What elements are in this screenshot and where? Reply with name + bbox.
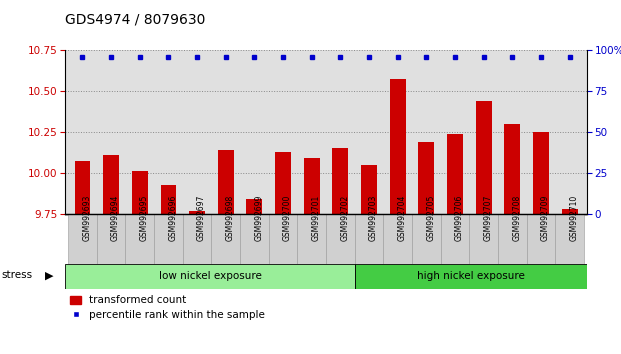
Bar	[75, 161, 90, 214]
Bar	[498, 214, 527, 264]
Text: GDS4974 / 8079630: GDS4974 / 8079630	[65, 12, 206, 27]
Text: GSM992694: GSM992694	[111, 195, 120, 241]
Bar	[183, 214, 211, 264]
Bar	[441, 214, 469, 264]
Bar	[240, 214, 269, 264]
Bar	[390, 79, 406, 214]
Text: GSM992697: GSM992697	[197, 195, 206, 241]
Text: GSM992703: GSM992703	[369, 195, 378, 241]
Bar	[504, 124, 520, 214]
Bar	[132, 171, 148, 214]
Bar	[275, 152, 291, 214]
Bar	[383, 214, 412, 264]
Text: GSM992709: GSM992709	[541, 195, 550, 241]
Text: GSM992710: GSM992710	[569, 195, 579, 241]
Text: ▶: ▶	[45, 270, 54, 280]
Bar	[447, 133, 463, 214]
Bar	[533, 132, 549, 214]
Text: GSM992695: GSM992695	[140, 195, 148, 241]
Bar	[218, 150, 233, 214]
Text: GSM992702: GSM992702	[340, 195, 350, 241]
Bar	[65, 264, 355, 289]
Bar	[154, 214, 183, 264]
Bar	[269, 214, 297, 264]
Text: stress: stress	[2, 270, 33, 280]
Bar	[211, 214, 240, 264]
Bar	[476, 101, 492, 214]
Bar	[103, 155, 119, 214]
Bar	[555, 214, 584, 264]
Bar	[326, 214, 355, 264]
Bar	[562, 209, 578, 214]
Text: high nickel exposure: high nickel exposure	[417, 271, 525, 281]
Legend: transformed count, percentile rank within the sample: transformed count, percentile rank withi…	[70, 296, 265, 320]
Bar	[469, 214, 498, 264]
Bar	[297, 214, 326, 264]
Bar	[527, 214, 555, 264]
Text: GSM992704: GSM992704	[397, 195, 407, 241]
Text: GSM992706: GSM992706	[455, 195, 464, 241]
Text: GSM992693: GSM992693	[83, 195, 91, 241]
Text: low nickel exposure: low nickel exposure	[159, 271, 261, 281]
Bar	[355, 264, 587, 289]
Bar	[160, 184, 176, 214]
Text: GSM992708: GSM992708	[512, 195, 521, 241]
Bar	[361, 165, 377, 214]
Bar	[412, 214, 441, 264]
Bar	[355, 214, 383, 264]
Text: GSM992698: GSM992698	[225, 195, 235, 241]
Bar	[189, 211, 205, 214]
Bar	[332, 148, 348, 214]
Text: GSM992701: GSM992701	[312, 195, 320, 241]
Bar	[97, 214, 125, 264]
Text: GSM992699: GSM992699	[255, 195, 263, 241]
Bar	[304, 158, 320, 214]
Bar	[419, 142, 434, 214]
Text: GSM992700: GSM992700	[283, 195, 292, 241]
Bar	[247, 199, 262, 214]
Text: GSM992707: GSM992707	[484, 195, 492, 241]
Text: GSM992696: GSM992696	[168, 195, 178, 241]
Bar	[68, 214, 97, 264]
Bar	[125, 214, 154, 264]
Text: GSM992705: GSM992705	[427, 195, 435, 241]
